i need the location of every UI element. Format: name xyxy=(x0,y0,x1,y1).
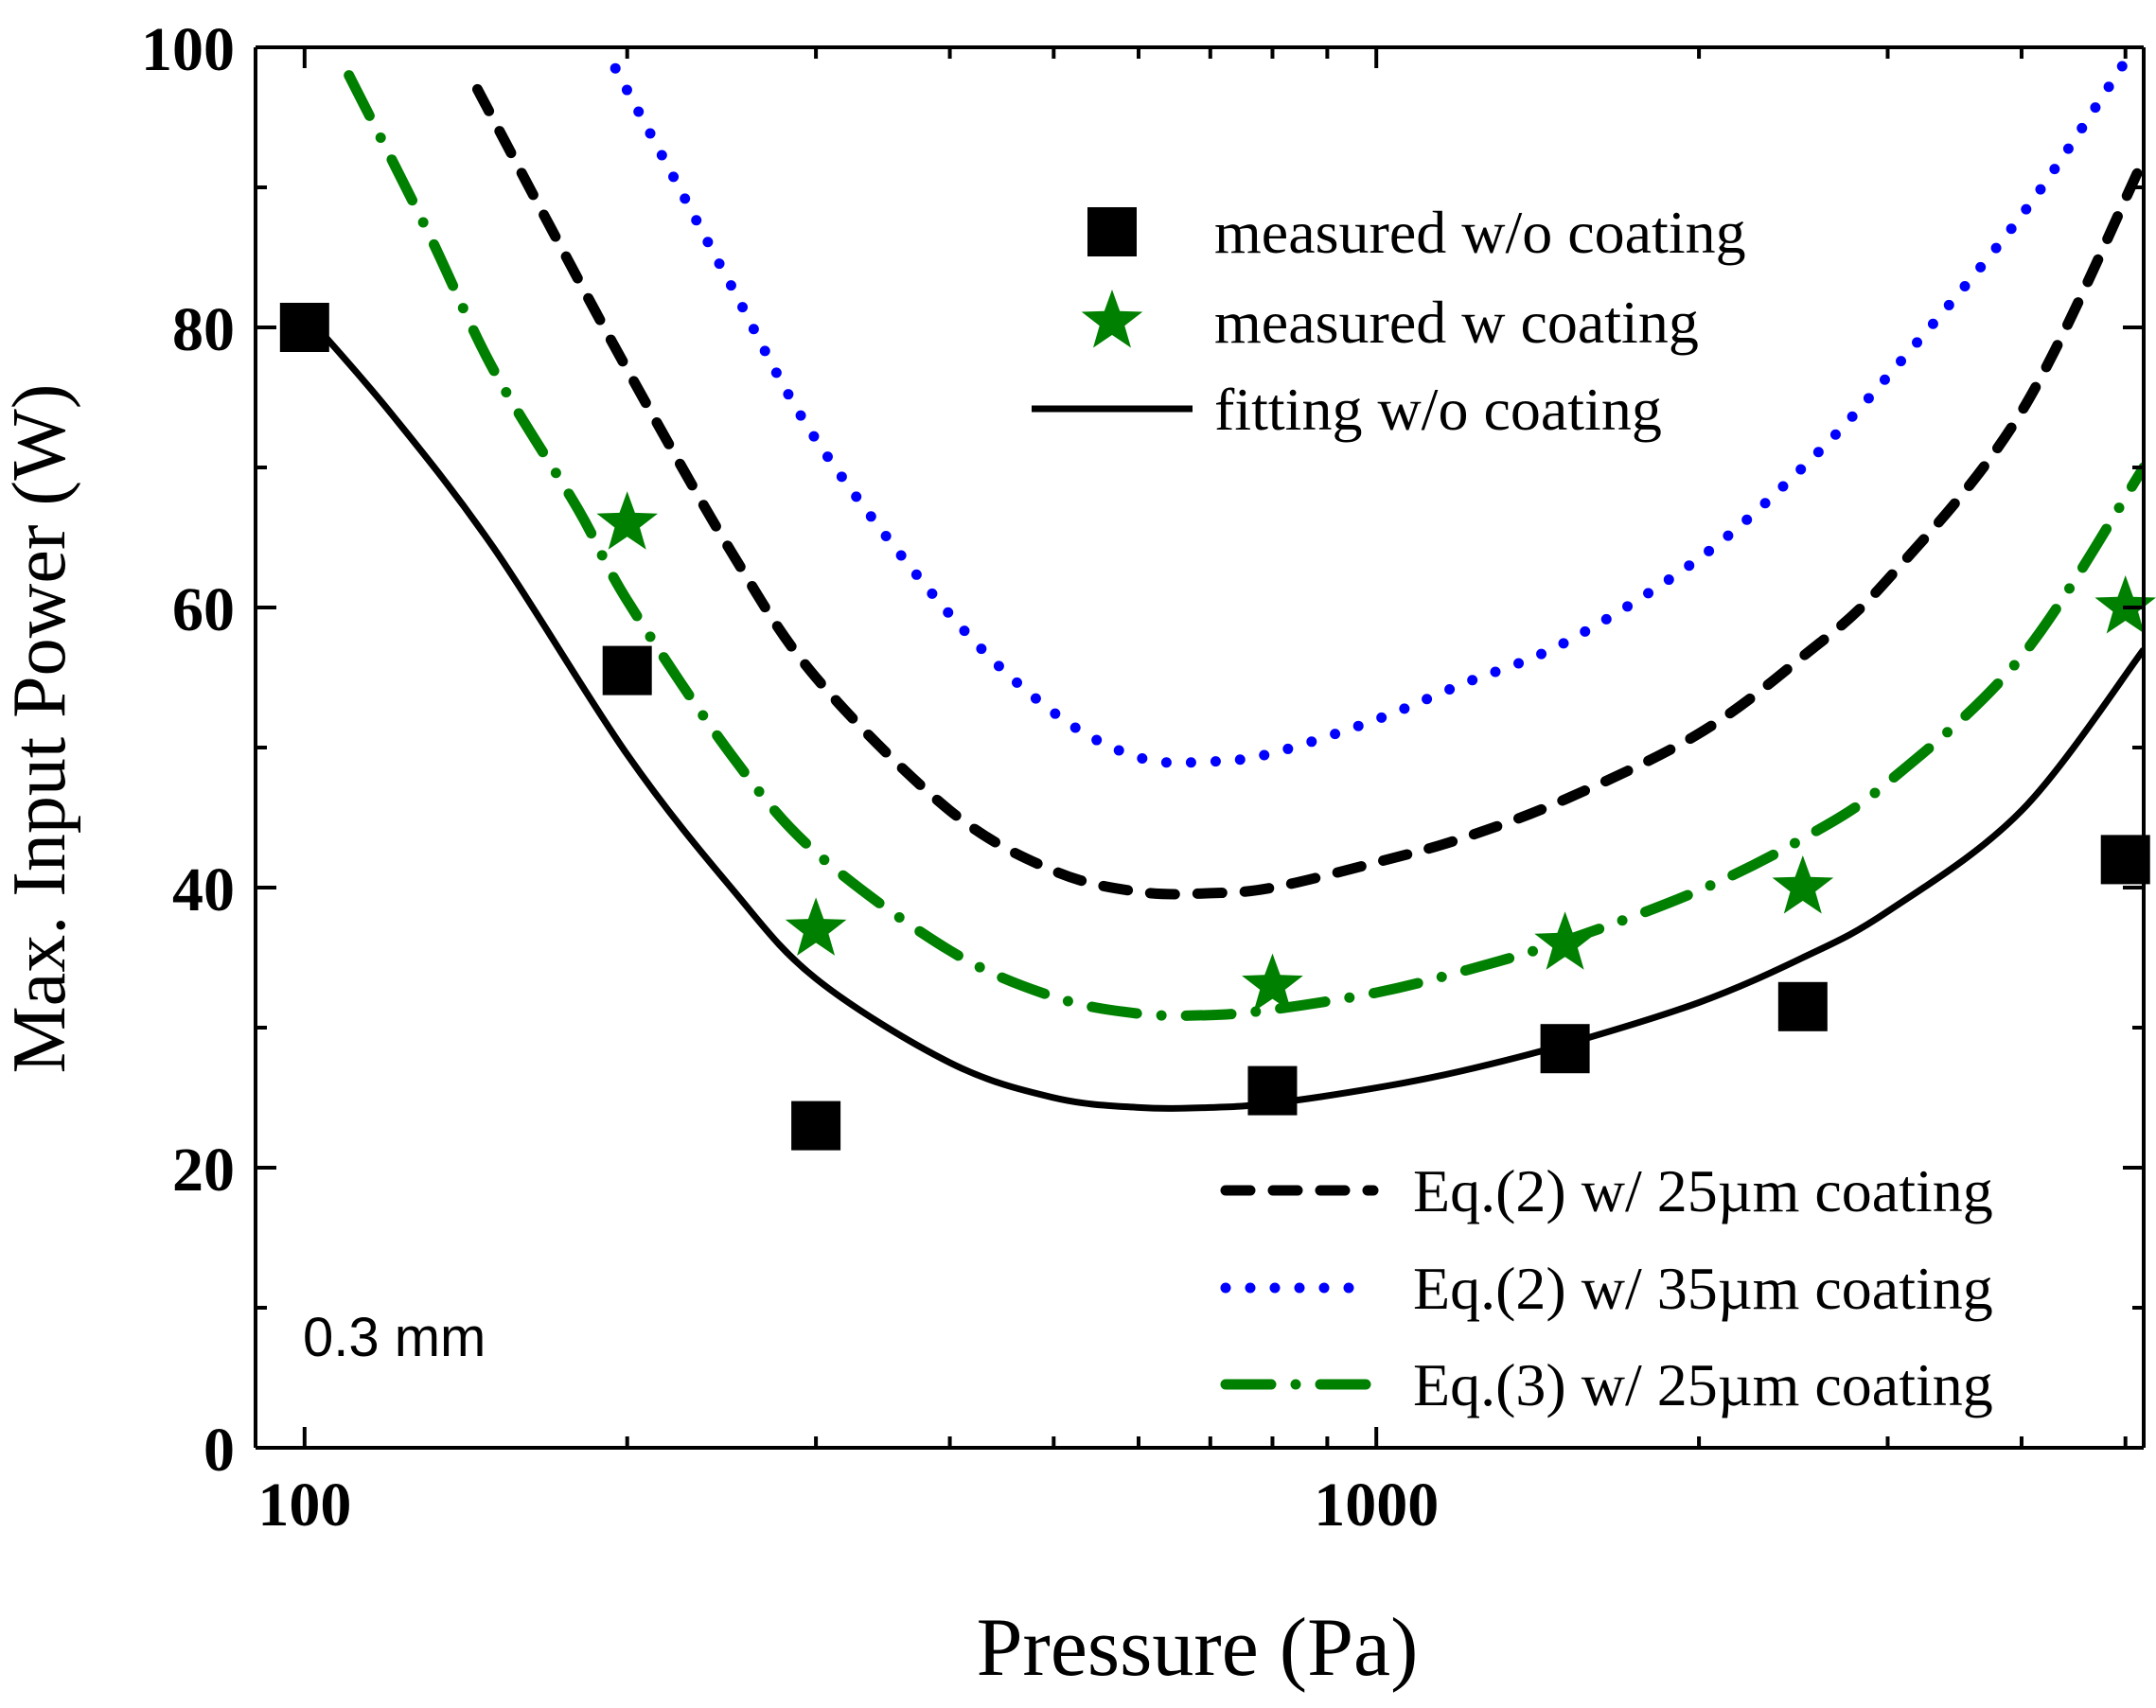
y-tick-label: 20 xyxy=(172,1136,235,1205)
legend-label-1: measured w coating xyxy=(1214,289,1699,356)
y-axis-title: Max. Input Power (W) xyxy=(0,384,81,1074)
annotation-label: 0.3 mm xyxy=(303,1307,486,1368)
legend-measured: measured w/o coating measured w coating fi… xyxy=(1032,199,1746,443)
y-tick-label: 60 xyxy=(172,575,235,644)
legend-label-0: measured w/o coating xyxy=(1214,199,1746,266)
legend-label-4: Eq.(2) w/ 35µm coating xyxy=(1413,1255,1993,1322)
legend-equations: Eq.(2) w/ 25µm coating Eq.(2) w/ 35µm coa… xyxy=(1220,1157,1993,1418)
x-tick-label: 100 xyxy=(257,1470,351,1540)
y-tick-label: 100 xyxy=(141,15,235,84)
legend-swatch-0 xyxy=(1087,207,1137,256)
data-point-s1-5 xyxy=(2094,575,2156,634)
axes: 0 20 40 60 80 100 100 1000 xyxy=(141,15,2146,1540)
series-line-2 xyxy=(302,310,2144,1112)
data-point-s1-2 xyxy=(1242,953,1303,1012)
data-point-s0-4 xyxy=(1540,1024,1590,1074)
data-point-s1-1 xyxy=(785,897,847,956)
x-tick-label: 1000 xyxy=(1314,1470,1439,1540)
y-tick-label: 80 xyxy=(172,295,235,364)
legend-swatch-1 xyxy=(1081,290,1143,348)
data-point-s0-1 xyxy=(602,645,652,696)
data-point-s0-5 xyxy=(1777,981,1828,1031)
data-point-s0-2 xyxy=(791,1101,841,1151)
legend-label-2: fitting w/o coating xyxy=(1214,376,1662,443)
y-tick-label: 40 xyxy=(172,855,235,924)
series-line-5 xyxy=(344,70,2144,1021)
data-point-s1-4 xyxy=(1772,855,1834,914)
legend-label-5: Eq.(3) w/ 25µm coating xyxy=(1413,1351,1993,1418)
data-point-s0-0 xyxy=(279,303,329,352)
data-point-s1-0 xyxy=(596,491,658,550)
x-axis-title: Pressure (Pa) xyxy=(977,1602,1419,1694)
data-point-s0-3 xyxy=(1247,1065,1298,1116)
series-line-3 xyxy=(472,83,2144,900)
data-point-s1-3 xyxy=(1534,911,1596,970)
y-tick-label: 0 xyxy=(203,1416,235,1485)
legend-label-3: Eq.(2) w/ 25µm coating xyxy=(1413,1157,1993,1224)
